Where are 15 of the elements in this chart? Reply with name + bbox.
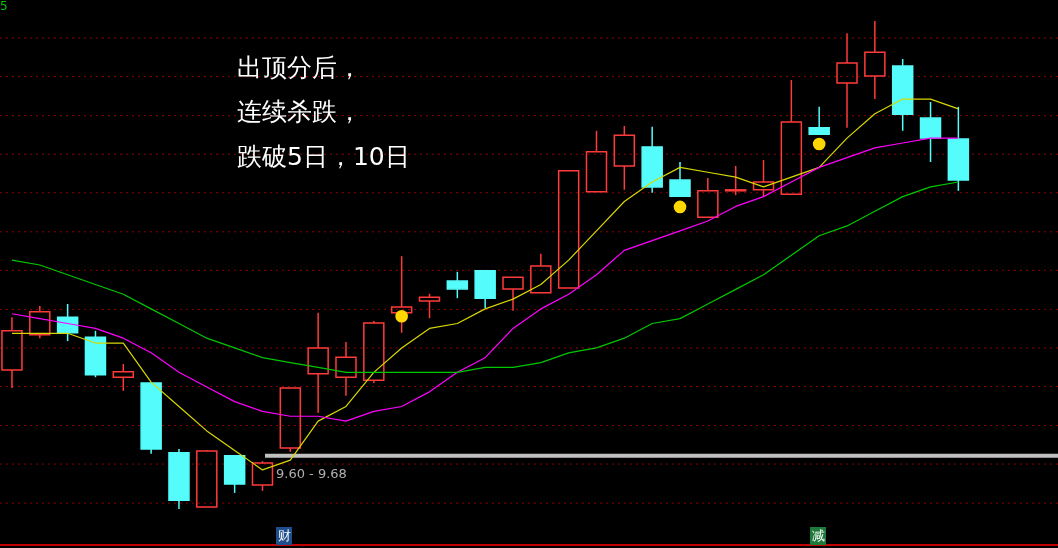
candlestick — [1, 316, 23, 389]
candlestick — [307, 312, 329, 414]
candlestick — [864, 20, 886, 100]
text: 财 — [277, 528, 291, 543]
annotation: 出顶分后， — [237, 53, 362, 82]
text: 5 — [0, 0, 8, 13]
text: 减 — [811, 528, 825, 543]
candlestick — [641, 126, 663, 194]
annotation: 连续杀跌， — [237, 97, 362, 126]
candlestick — [335, 341, 357, 397]
candlestick — [168, 448, 190, 510]
candlestick — [836, 32, 858, 129]
annotation: 跌破5日，10日 — [237, 142, 410, 171]
candlestick — [390, 255, 413, 334]
annotation: 9.60 - 9.68 — [276, 466, 347, 481]
